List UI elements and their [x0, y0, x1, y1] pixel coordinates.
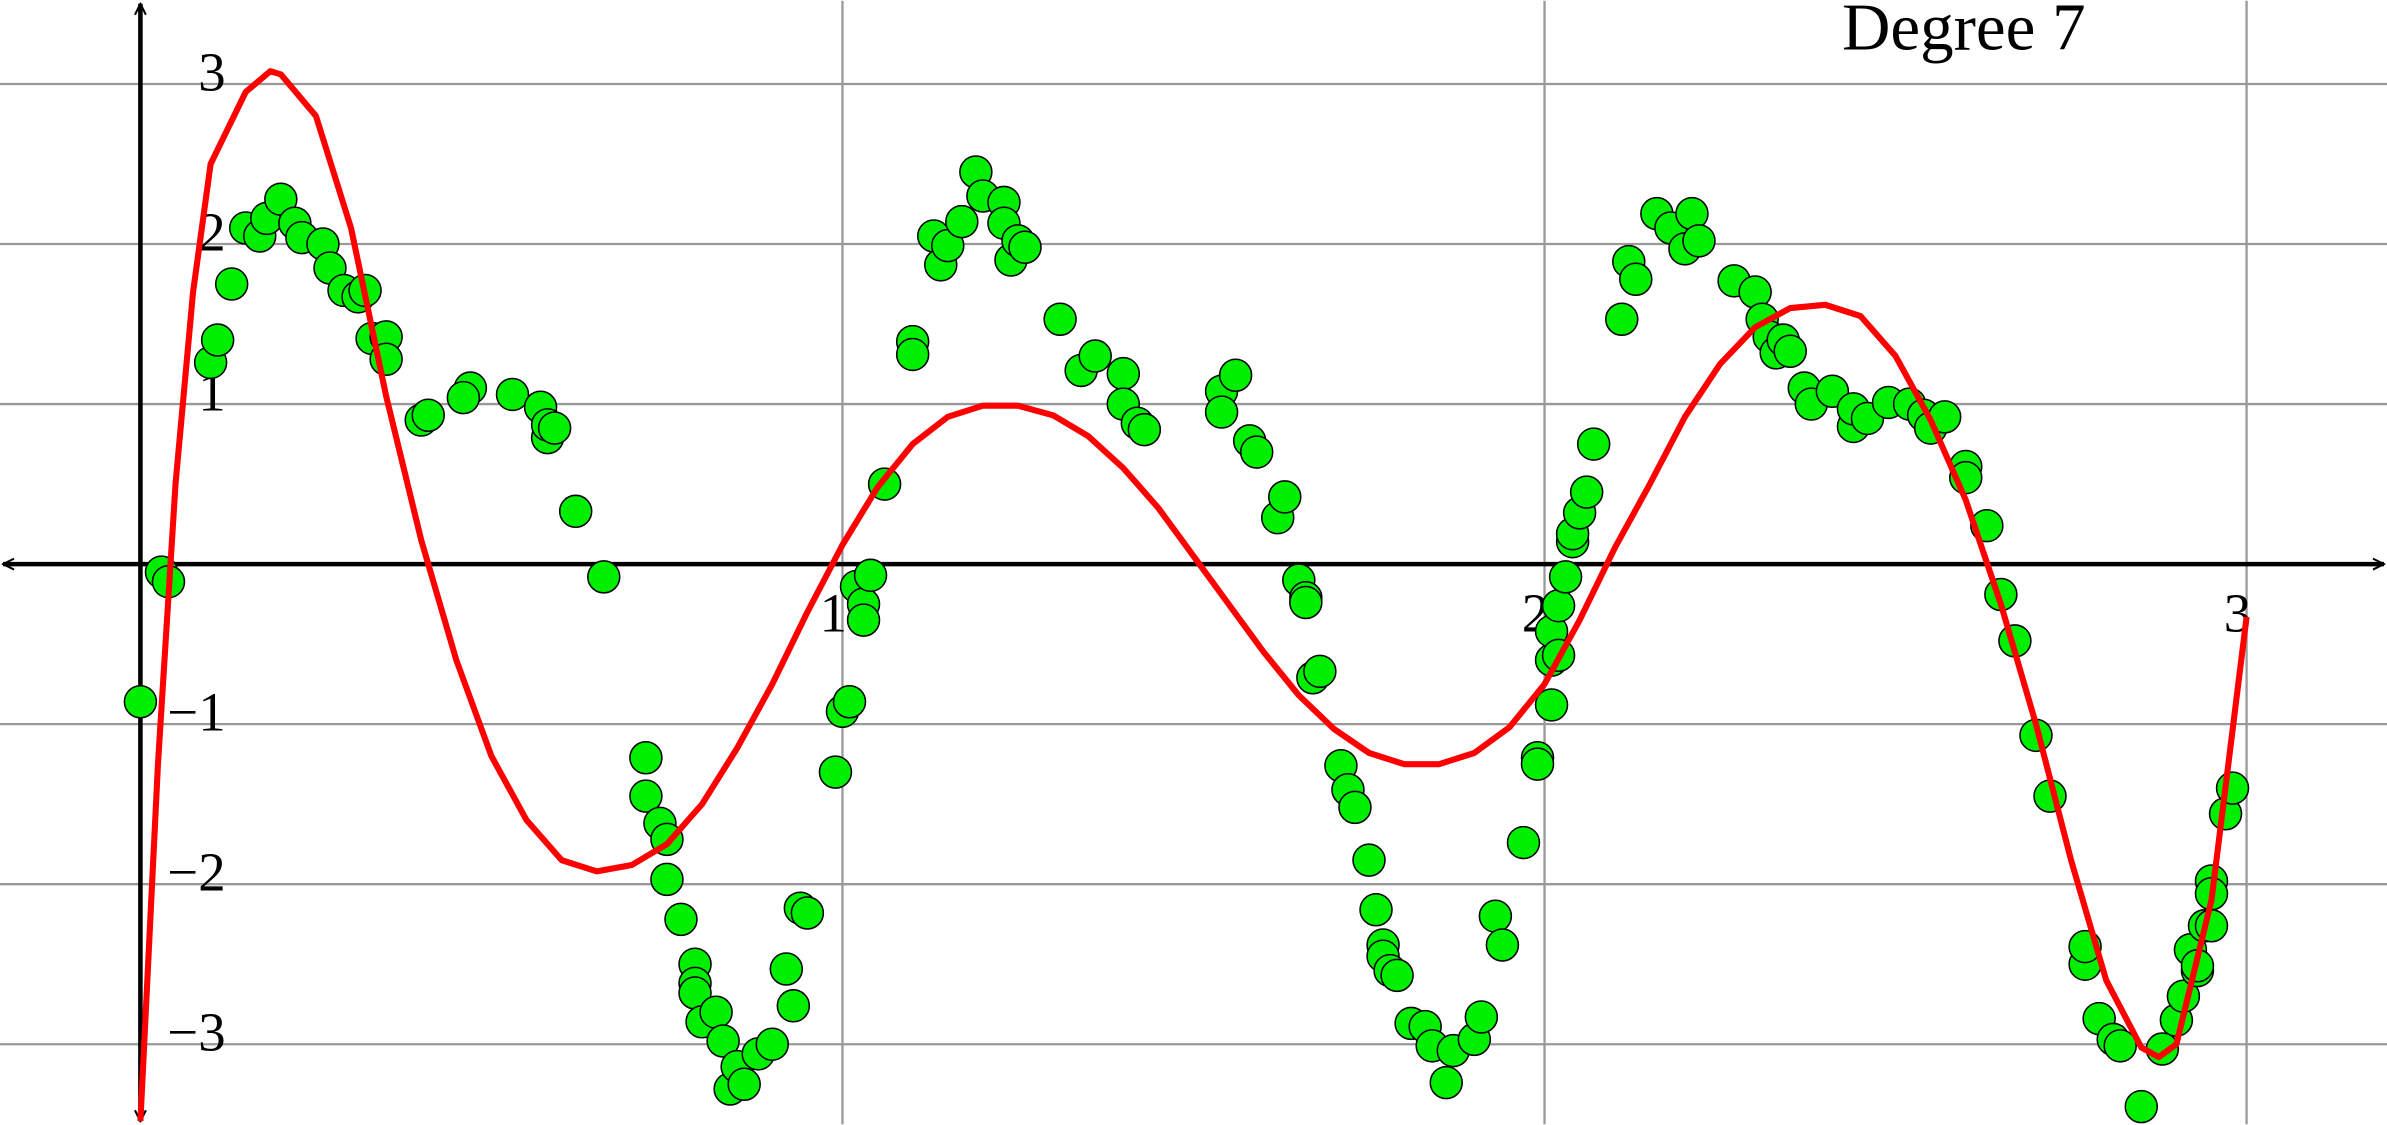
data-point	[1576, 427, 1611, 461]
data-point	[1569, 475, 1604, 509]
data-point	[1043, 302, 1077, 336]
data-point	[727, 1067, 761, 1101]
data-point	[558, 494, 593, 529]
fit-line	[137, 68, 2250, 1122]
data-point	[1605, 302, 1639, 336]
data-point	[1520, 747, 1555, 781]
data-point	[1204, 395, 1239, 429]
data-point	[411, 398, 446, 433]
data-point	[123, 684, 158, 719]
data-point	[446, 380, 481, 415]
data-point	[664, 902, 698, 937]
data-point	[1534, 688, 1569, 722]
data-point	[945, 204, 979, 239]
data-point	[790, 896, 825, 930]
data-point	[200, 323, 235, 357]
data-point	[1478, 899, 1513, 933]
data-point	[832, 684, 867, 719]
data-point	[1464, 1000, 1499, 1034]
data-point	[1106, 356, 1141, 391]
data-point	[1682, 224, 1716, 258]
data-point	[2103, 1029, 2137, 1063]
y-tick-label: −2	[167, 842, 225, 903]
data-point	[699, 995, 733, 1029]
data-point	[495, 377, 530, 412]
data-point	[650, 862, 684, 897]
data-point	[1506, 825, 1541, 860]
data-point	[1239, 435, 1274, 469]
data-point	[537, 411, 572, 445]
data-point	[1773, 334, 1807, 368]
data-point	[1289, 585, 1323, 620]
chart-title: Degree 7	[1842, 0, 2086, 65]
data-point	[1218, 358, 1253, 392]
y-tick-label: 3	[198, 41, 225, 102]
data-point	[1338, 790, 1372, 825]
data-point	[706, 1024, 740, 1058]
data-point	[853, 558, 888, 593]
data-point	[1380, 958, 1414, 993]
data-point	[1429, 1065, 1463, 1100]
data-point	[1541, 588, 1576, 623]
data-point	[1268, 480, 1302, 514]
y-tick-label: −1	[167, 682, 225, 743]
data-point	[846, 603, 881, 637]
data-point	[587, 560, 621, 594]
data-point	[1619, 262, 1653, 296]
data-point	[1352, 843, 1386, 877]
data-point	[1485, 928, 1520, 962]
data-point	[629, 741, 663, 775]
data-point	[769, 952, 804, 986]
data-point	[1303, 654, 1337, 689]
data-point	[2124, 1089, 2159, 1124]
data-point	[214, 267, 249, 301]
data-point	[629, 779, 663, 813]
y-tick-label: −3	[167, 1002, 225, 1063]
data-point	[1078, 339, 1112, 373]
data-point	[1127, 412, 1162, 447]
data-point	[755, 1027, 790, 1061]
data-point	[1548, 560, 1583, 594]
data-point	[776, 989, 811, 1023]
data-point	[818, 755, 853, 789]
data-point	[1008, 230, 1042, 264]
data-point	[895, 337, 930, 372]
data-point	[1359, 893, 1393, 927]
